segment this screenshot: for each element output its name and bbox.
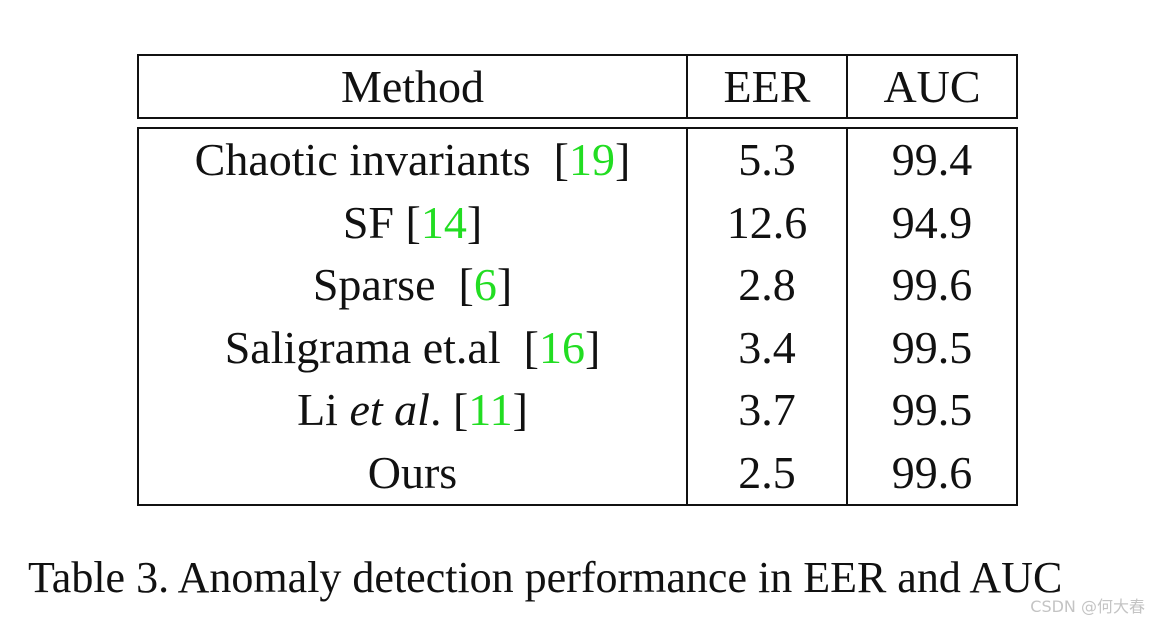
auc-cell: 99.6 — [846, 441, 1018, 506]
table-row: Sparse [6] 2.8 99.6 — [137, 254, 1018, 317]
header-method: Method — [137, 54, 688, 119]
eer-cell: 3.7 — [686, 379, 848, 442]
citation-link[interactable]: 6 — [473, 259, 497, 311]
method-cell: Li et al. [11] — [137, 379, 688, 442]
method-cell: Sparse [6] — [137, 254, 688, 317]
method-name-suffix: . — [429, 384, 442, 436]
method-cell: Ours — [137, 441, 688, 506]
auc-cell: 94.9 — [846, 191, 1018, 254]
method-name-italic: et al — [349, 384, 430, 436]
method-name: Ours — [367, 446, 458, 498]
results-table: Chaotic invariants [19] 5.3 99.4 SF [14]… — [137, 127, 1018, 506]
citation-link[interactable]: 19 — [568, 134, 615, 186]
auc-cell: 99.6 — [846, 254, 1018, 317]
table-row: SF [14] 12.6 94.9 — [137, 191, 1018, 254]
method-cell: SF [14] — [137, 191, 688, 254]
eer-cell: 2.8 — [686, 254, 848, 317]
auc-cell: 99.5 — [846, 316, 1018, 379]
header-eer: EER — [686, 54, 848, 119]
table-row: Li et al. [11] 3.7 99.5 — [137, 379, 1018, 442]
method-cell: Chaotic invariants [19] — [137, 127, 688, 192]
eer-cell: 2.5 — [686, 441, 848, 506]
header-auc: AUC — [846, 54, 1018, 119]
table-header: Method EER AUC — [137, 54, 1018, 119]
method-name: Sparse — [312, 259, 436, 311]
header-row: Method EER AUC — [137, 54, 1018, 119]
citation-link[interactable]: 11 — [468, 384, 513, 436]
method-name: SF — [342, 196, 394, 248]
watermark: CSDN @何大春 — [1030, 597, 1145, 616]
method-name: Li — [297, 384, 338, 436]
table-row: Ours 2.5 99.6 — [137, 441, 1018, 506]
citation-link[interactable]: 16 — [538, 321, 585, 373]
method-name: Chaotic invariants — [194, 134, 531, 186]
table-row: Saligrama et.al [16] 3.4 99.5 — [137, 316, 1018, 379]
eer-cell: 3.4 — [686, 316, 848, 379]
method-cell: Saligrama et.al [16] — [137, 316, 688, 379]
method-name: Saligrama et.al — [224, 321, 501, 373]
auc-cell: 99.5 — [846, 379, 1018, 442]
citation-link[interactable]: 14 — [420, 196, 467, 248]
eer-cell: 12.6 — [686, 191, 848, 254]
auc-cell: 99.4 — [846, 127, 1018, 192]
eer-cell: 5.3 — [686, 127, 848, 192]
table-caption: Table 3. Anomaly detection performance i… — [28, 553, 1063, 602]
table-row: Chaotic invariants [19] 5.3 99.4 — [137, 127, 1018, 192]
